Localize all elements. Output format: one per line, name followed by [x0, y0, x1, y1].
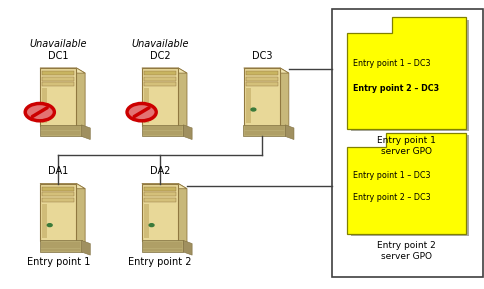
Bar [144, 198, 175, 202]
Bar [40, 68, 76, 126]
Polygon shape [178, 184, 186, 247]
Bar [141, 240, 183, 252]
Polygon shape [280, 68, 288, 131]
Bar [245, 82, 277, 86]
Bar [144, 82, 175, 86]
Bar [144, 71, 175, 75]
Bar [43, 77, 74, 81]
Polygon shape [40, 68, 85, 73]
Polygon shape [183, 240, 192, 255]
Text: DC3: DC3 [251, 51, 272, 61]
Text: Entry point 2
server GPO: Entry point 2 server GPO [376, 241, 435, 262]
Bar [142, 184, 178, 241]
Circle shape [27, 104, 53, 120]
Text: Entry point 1 – DC3: Entry point 1 – DC3 [352, 171, 429, 180]
Bar [144, 204, 148, 238]
Polygon shape [81, 125, 90, 140]
Bar [144, 77, 175, 81]
Bar [40, 184, 76, 241]
Polygon shape [40, 184, 85, 189]
Circle shape [47, 108, 52, 111]
Bar [332, 9, 482, 277]
Circle shape [47, 224, 52, 227]
Bar [43, 198, 74, 202]
Text: DC1: DC1 [48, 51, 68, 61]
Circle shape [149, 224, 154, 227]
Text: Entry point 1: Entry point 1 [27, 257, 90, 267]
Bar [40, 125, 81, 136]
Bar [243, 125, 285, 136]
Polygon shape [142, 68, 186, 73]
Bar [43, 82, 74, 86]
Polygon shape [285, 125, 293, 140]
Bar [43, 187, 74, 191]
Bar [40, 240, 81, 252]
Polygon shape [346, 17, 465, 129]
Bar [43, 192, 74, 196]
Polygon shape [350, 135, 469, 236]
Bar [144, 187, 175, 191]
Circle shape [127, 103, 156, 121]
Bar [243, 68, 280, 126]
Bar [43, 71, 74, 75]
Text: Entry point 2 – DC3: Entry point 2 – DC3 [352, 193, 429, 202]
Text: Entry point 1
server GPO: Entry point 1 server GPO [376, 136, 435, 156]
Text: Entry point 2: Entry point 2 [128, 257, 191, 267]
Circle shape [25, 103, 54, 121]
Polygon shape [81, 240, 90, 255]
Text: Unavailable: Unavailable [30, 39, 87, 49]
Bar [144, 192, 175, 196]
Bar [42, 88, 46, 123]
Text: DC2: DC2 [150, 51, 170, 61]
Bar [42, 204, 46, 238]
Text: Entry point 1 – DC3: Entry point 1 – DC3 [352, 59, 429, 68]
Bar [245, 77, 277, 81]
Polygon shape [350, 20, 469, 131]
Polygon shape [76, 184, 85, 247]
Circle shape [128, 104, 154, 120]
Text: DA1: DA1 [48, 166, 68, 176]
Text: Unavailable: Unavailable [131, 39, 188, 49]
Text: Entry point 2 – DC3: Entry point 2 – DC3 [352, 84, 438, 93]
Polygon shape [183, 125, 192, 140]
Polygon shape [178, 68, 186, 131]
Text: DA2: DA2 [150, 166, 170, 176]
Bar [142, 68, 178, 126]
Bar [245, 88, 250, 123]
Polygon shape [76, 68, 85, 131]
Bar [245, 71, 277, 75]
Polygon shape [142, 184, 186, 189]
Circle shape [149, 108, 154, 111]
Circle shape [251, 108, 256, 111]
Bar [141, 125, 183, 136]
Bar [144, 88, 148, 123]
Polygon shape [243, 68, 288, 73]
Polygon shape [346, 133, 465, 234]
